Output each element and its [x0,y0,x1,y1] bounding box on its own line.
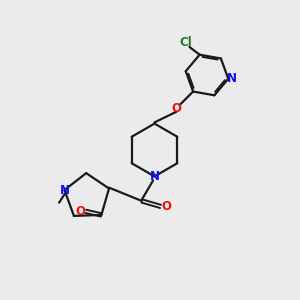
Text: O: O [161,200,172,213]
Text: N: N [227,72,237,85]
Text: Cl: Cl [179,36,192,49]
Text: N: N [149,170,160,184]
Text: O: O [172,101,182,115]
Text: O: O [75,205,85,218]
Text: N: N [59,184,70,197]
